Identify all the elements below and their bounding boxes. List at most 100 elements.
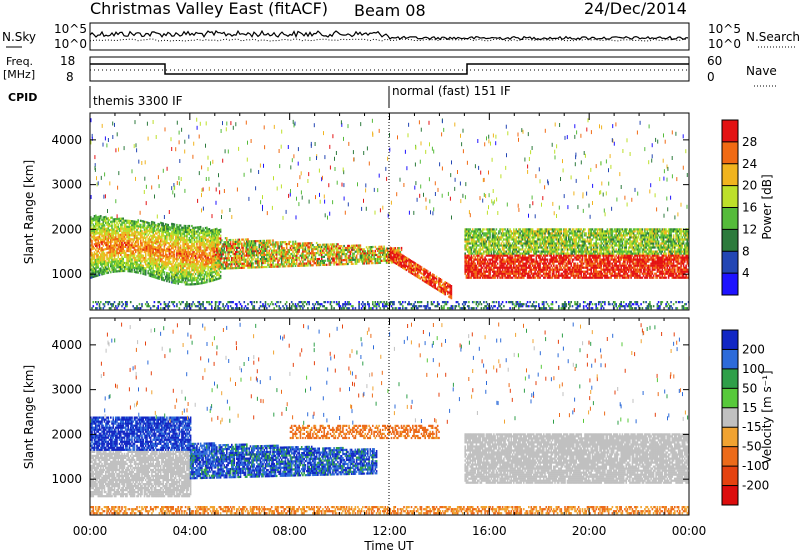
power-cell [134,224,137,227]
power-cell [111,244,113,247]
power-cell [229,251,232,254]
power-cell [117,225,120,228]
power-cell [418,274,420,277]
power-cell [177,264,179,267]
power-cell [178,264,181,267]
power-cell [152,237,154,240]
power-cell [189,245,192,248]
power-cell [163,255,166,258]
power-cell [95,214,97,217]
power-cell [519,254,521,257]
power-cell [319,263,322,267]
power-cell [173,227,176,230]
power-cell [400,246,403,250]
power-cell [112,236,115,239]
power-cell [133,236,136,239]
power-cell [101,247,103,250]
power-cell [232,244,234,248]
power-cell [219,237,222,240]
power-cell [174,280,177,283]
power-cell [188,275,191,278]
power-cell [263,239,266,242]
power-cell [349,252,352,255]
power-cell [473,254,475,257]
power-cell [489,236,491,239]
power-cell [120,261,122,265]
power-cell [177,240,179,243]
power-cell [490,246,493,249]
power-cell [152,253,154,256]
power-cell [136,222,138,226]
power-cell [141,248,143,251]
power-cell [211,255,213,258]
power-cell [229,255,232,258]
power-cell [181,274,183,278]
power-cell [144,263,147,266]
power-cell [219,263,222,266]
power-cell [147,223,149,226]
power-cell [212,243,214,246]
power-cell [124,223,127,226]
power-cell [217,271,219,274]
nave-tick-hi: 60 [707,54,722,68]
power-cell [489,242,491,245]
power-cell [196,282,198,286]
power-cell [202,275,204,278]
power-cell [173,241,176,244]
power-cell [181,262,183,265]
power-cell [103,264,106,267]
power-cell [233,254,236,258]
power-cell [143,273,146,276]
power-cell [101,238,103,242]
power-cell [148,268,151,271]
power-cell [236,262,238,266]
power-cell [204,257,207,260]
power-cell [337,243,339,246]
power-cell [96,228,98,231]
nsky-line [89,29,689,41]
power-cell [191,257,193,260]
power-cell [191,265,193,268]
power-cell [518,236,520,239]
power-cell [219,241,222,244]
power-cell [98,247,101,250]
power-cell [481,230,484,233]
power-cell [305,250,308,253]
power-cell [177,268,179,271]
power-cell [147,225,149,228]
power-cell [112,268,115,271]
power-cell [138,253,141,256]
power-cell [102,228,105,231]
power-cell [147,252,149,255]
power-cell [143,259,146,262]
power-cell [238,244,241,247]
power-cell [332,255,334,258]
power-cell [183,269,186,272]
power-cell [116,264,118,267]
power-cell [118,260,121,263]
power-cell [120,219,122,222]
power-cell [106,233,108,236]
power-cell [132,232,134,235]
power-cell [188,239,191,242]
power-cell [102,240,105,243]
power-cell [134,265,137,268]
power-cell [243,240,246,243]
power-cell [183,275,186,278]
power-cell [233,256,236,260]
power-cell [179,244,182,247]
power-cell [91,248,93,251]
power-cell [112,228,115,231]
power-cell [228,253,231,256]
power-cell [199,276,202,279]
power-cell [196,246,198,249]
power-cell [247,260,249,263]
power-cell [178,274,181,277]
power-cell [149,224,152,227]
power-cell [166,265,168,269]
power-cell [124,225,127,228]
power-cell [173,251,176,254]
power-cell [511,242,514,245]
power-cell [95,260,97,264]
power-cell [194,264,197,268]
